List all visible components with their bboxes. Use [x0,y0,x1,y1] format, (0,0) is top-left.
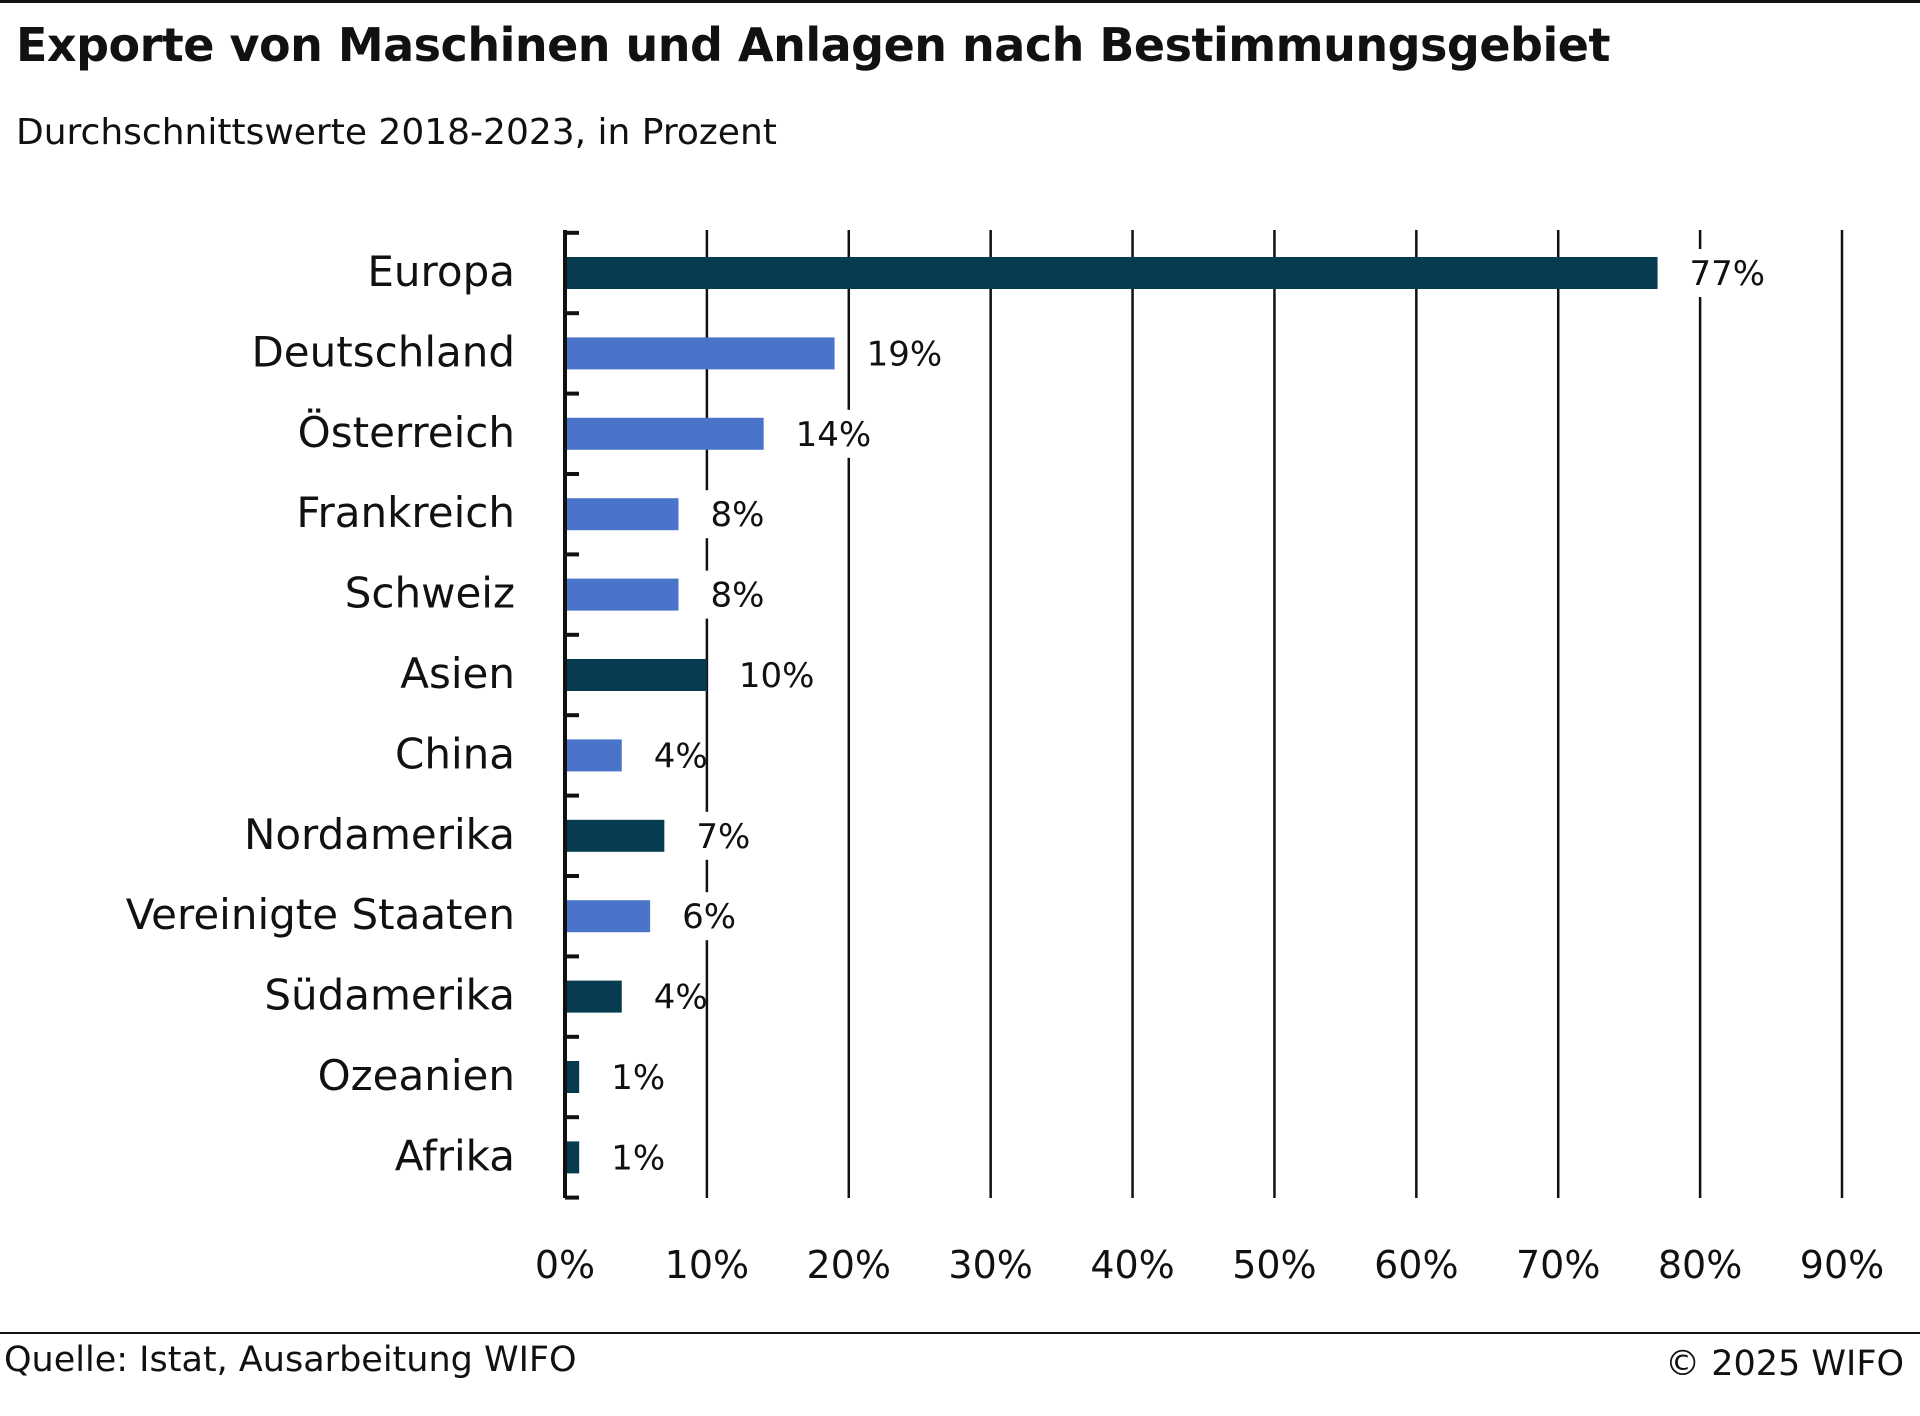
value-label: 8% [711,495,765,535]
value-label: 6% [682,897,736,937]
category-label: Frankreich [296,488,515,537]
bar-schweiz [567,578,679,611]
value-label-bg [688,811,745,860]
bar-afrika [567,1141,580,1174]
category-label: Asien [400,649,515,698]
bar-vereinigte-staaten [567,900,651,933]
value-label-bg [730,651,807,699]
footer-rule [0,1332,1920,1334]
x-tick-label: 20% [807,1243,891,1287]
bar-asien [567,659,707,691]
value-label-bg [603,1053,660,1101]
value-label: 10% [739,656,815,696]
bar-europa [567,257,1658,289]
x-tick-label: 70% [1516,1243,1600,1287]
source-note: Quelle: Istat, Ausarbeitung WIFO [4,1340,577,1380]
x-tick-label: 40% [1090,1243,1174,1287]
bar-frankreich [567,498,679,531]
value-label-bg [1681,249,1758,297]
value-label: 7% [696,817,750,857]
category-label: Südamerika [264,971,515,1020]
copyright-note: © 2025 WIFO [1665,1344,1904,1384]
x-tick-label: 30% [948,1243,1032,1287]
category-label: Österreich [298,407,515,457]
value-label-bg [702,490,759,539]
bar-südamerika [567,980,622,1013]
value-label-bg [645,972,702,1021]
x-tick-label: 60% [1374,1243,1458,1287]
category-label: Ozeanien [318,1051,515,1100]
x-tick-label: 90% [1800,1243,1884,1287]
value-label: 4% [654,736,708,776]
bar-nordamerika [567,819,665,852]
category-label: Vereinigte Staaten [126,890,515,939]
bar-deutschland [567,337,835,370]
value-label-bg [603,1133,660,1182]
top-rule [0,0,1920,3]
chart-subtitle: Durchschnittswerte 2018-2023, in Prozent [16,112,777,153]
value-label: 1% [611,1138,665,1178]
x-tick-label: 80% [1658,1243,1742,1287]
value-label-bg [702,570,759,619]
value-label: 77% [1690,254,1766,294]
value-label: 14% [796,415,872,455]
x-tick-label: 10% [665,1243,749,1287]
x-tick-label: 50% [1232,1243,1316,1287]
category-label: Schweiz [345,569,515,618]
x-tick-label: 0% [535,1243,595,1287]
value-label: 4% [654,978,708,1018]
value-label: 19% [867,334,943,374]
bar-china [567,739,622,772]
value-label-bg [645,731,702,780]
bar-ozeanien [567,1061,580,1093]
bar-österreich [567,417,764,450]
value-label-bg [787,409,864,458]
value-label: 1% [611,1058,665,1098]
bar-chart: Europa 77% Deutschland 19% Österreich 14% Fran… [126,230,1884,1287]
category-label: Deutschland [251,327,515,376]
value-label-bg [674,892,731,941]
category-label: China [395,729,515,778]
category-label: Europa [367,247,515,296]
value-label: 8% [711,576,765,616]
value-label-bg [858,329,935,378]
chart-title: Exporte von Maschinen und Anlagen nach B… [16,18,1610,72]
category-label: Nordamerika [244,810,515,859]
category-label: Afrika [395,1131,515,1180]
